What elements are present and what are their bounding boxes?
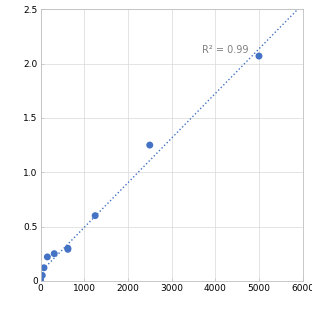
Point [147,143,152,148]
Point [93,213,98,218]
Point [66,246,71,251]
Point [66,247,71,252]
Point [41,265,46,270]
Text: R² = 0.99: R² = 0.99 [202,45,249,55]
Point [40,273,45,278]
Point [38,277,43,282]
Point [52,251,57,256]
Point [256,54,261,59]
Point [45,254,50,259]
